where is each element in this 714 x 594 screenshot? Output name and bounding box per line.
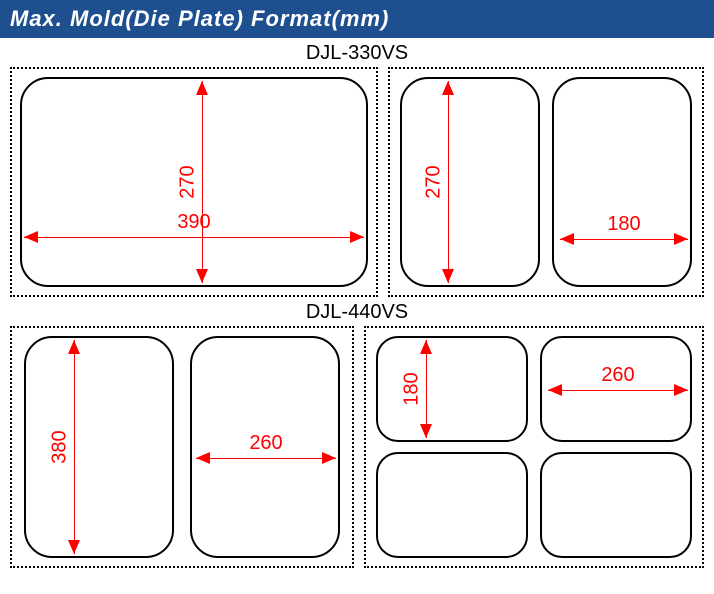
- dim-label-270: 270: [177, 165, 200, 198]
- dim-label-p3-w: 260: [249, 432, 282, 455]
- panel-2: 270 180: [388, 67, 704, 297]
- header-bar: Max. Mold(Die Plate) Format(mm): [0, 0, 714, 38]
- mold-p4-br: [540, 452, 692, 558]
- panel-3: 380 260: [10, 326, 354, 568]
- dim-label-390: 390: [177, 211, 210, 234]
- mold-p4-tr: [540, 336, 692, 442]
- mold-p4-bl: [376, 452, 528, 558]
- dim-label-p2-w: 180: [607, 213, 640, 236]
- dim-label-p2-h: 270: [423, 165, 446, 198]
- dim-label-p4-w: 260: [601, 364, 634, 387]
- dim-label-p4-h: 180: [401, 372, 424, 405]
- panel-4: 180 260: [364, 326, 704, 568]
- section-title-2: DJL-440VS: [0, 301, 714, 324]
- section-title-1: DJL-330VS: [0, 42, 714, 65]
- panel-1: 270 390: [10, 67, 378, 297]
- row-2: 380 260 180 260: [0, 326, 714, 568]
- header-title: Max. Mold(Die Plate) Format(mm): [10, 6, 389, 31]
- mold-p2-left: [400, 77, 540, 287]
- dim-label-p3-h: 380: [49, 430, 72, 463]
- mold-p3-left: [24, 336, 174, 558]
- mold-p4-tl: [376, 336, 528, 442]
- row-1: 270 390 270 180: [0, 67, 714, 297]
- mold-p2-right: [552, 77, 692, 287]
